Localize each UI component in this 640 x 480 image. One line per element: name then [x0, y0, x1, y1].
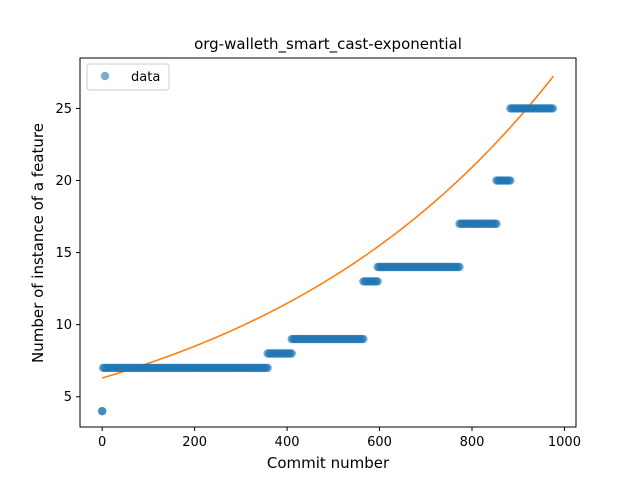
- chart-title: org-walleth_smart_cast-exponential: [194, 35, 462, 54]
- data-point: [373, 277, 382, 286]
- fit-line-layer: [101, 75, 554, 379]
- y-axis-ticks: 5 10 15 20 25: [55, 102, 80, 405]
- y-axis-label: Number of instance of a feature: [29, 123, 47, 363]
- y-tick-label: 25: [55, 102, 72, 117]
- legend: data: [86, 63, 170, 91]
- axes-frame: [79, 57, 577, 428]
- x-axis-label: Commit number: [267, 454, 390, 472]
- y-tick-label: 20: [55, 174, 72, 189]
- data-point: [287, 349, 296, 358]
- x-tick-label: 0: [98, 435, 106, 450]
- data-point: [97, 406, 107, 416]
- legend-label-data: data: [131, 70, 160, 85]
- legend-box: [86, 63, 170, 91]
- x-tick-label: 400: [275, 435, 300, 450]
- x-axis-ticks: 0 200 400 600 800 1000: [98, 427, 581, 450]
- y-tick-label: 10: [55, 318, 72, 333]
- x-tick-label: 1000: [548, 435, 581, 450]
- legend-marker-data: [100, 71, 110, 81]
- y-tick-label: 15: [55, 246, 72, 261]
- x-tick-label: 600: [367, 435, 392, 450]
- x-tick-label: 800: [460, 435, 485, 450]
- exponential-fit-line: [101, 75, 554, 379]
- x-tick-label: 200: [182, 435, 207, 450]
- data-point: [359, 334, 368, 344]
- data-point: [263, 363, 272, 373]
- data-points-layer: [97, 104, 558, 416]
- data-point: [455, 262, 464, 272]
- y-tick-label: 5: [64, 390, 72, 405]
- data-point: [492, 219, 501, 228]
- plot-area: [97, 75, 558, 416]
- data-point: [506, 176, 515, 185]
- data-point: [548, 104, 558, 113]
